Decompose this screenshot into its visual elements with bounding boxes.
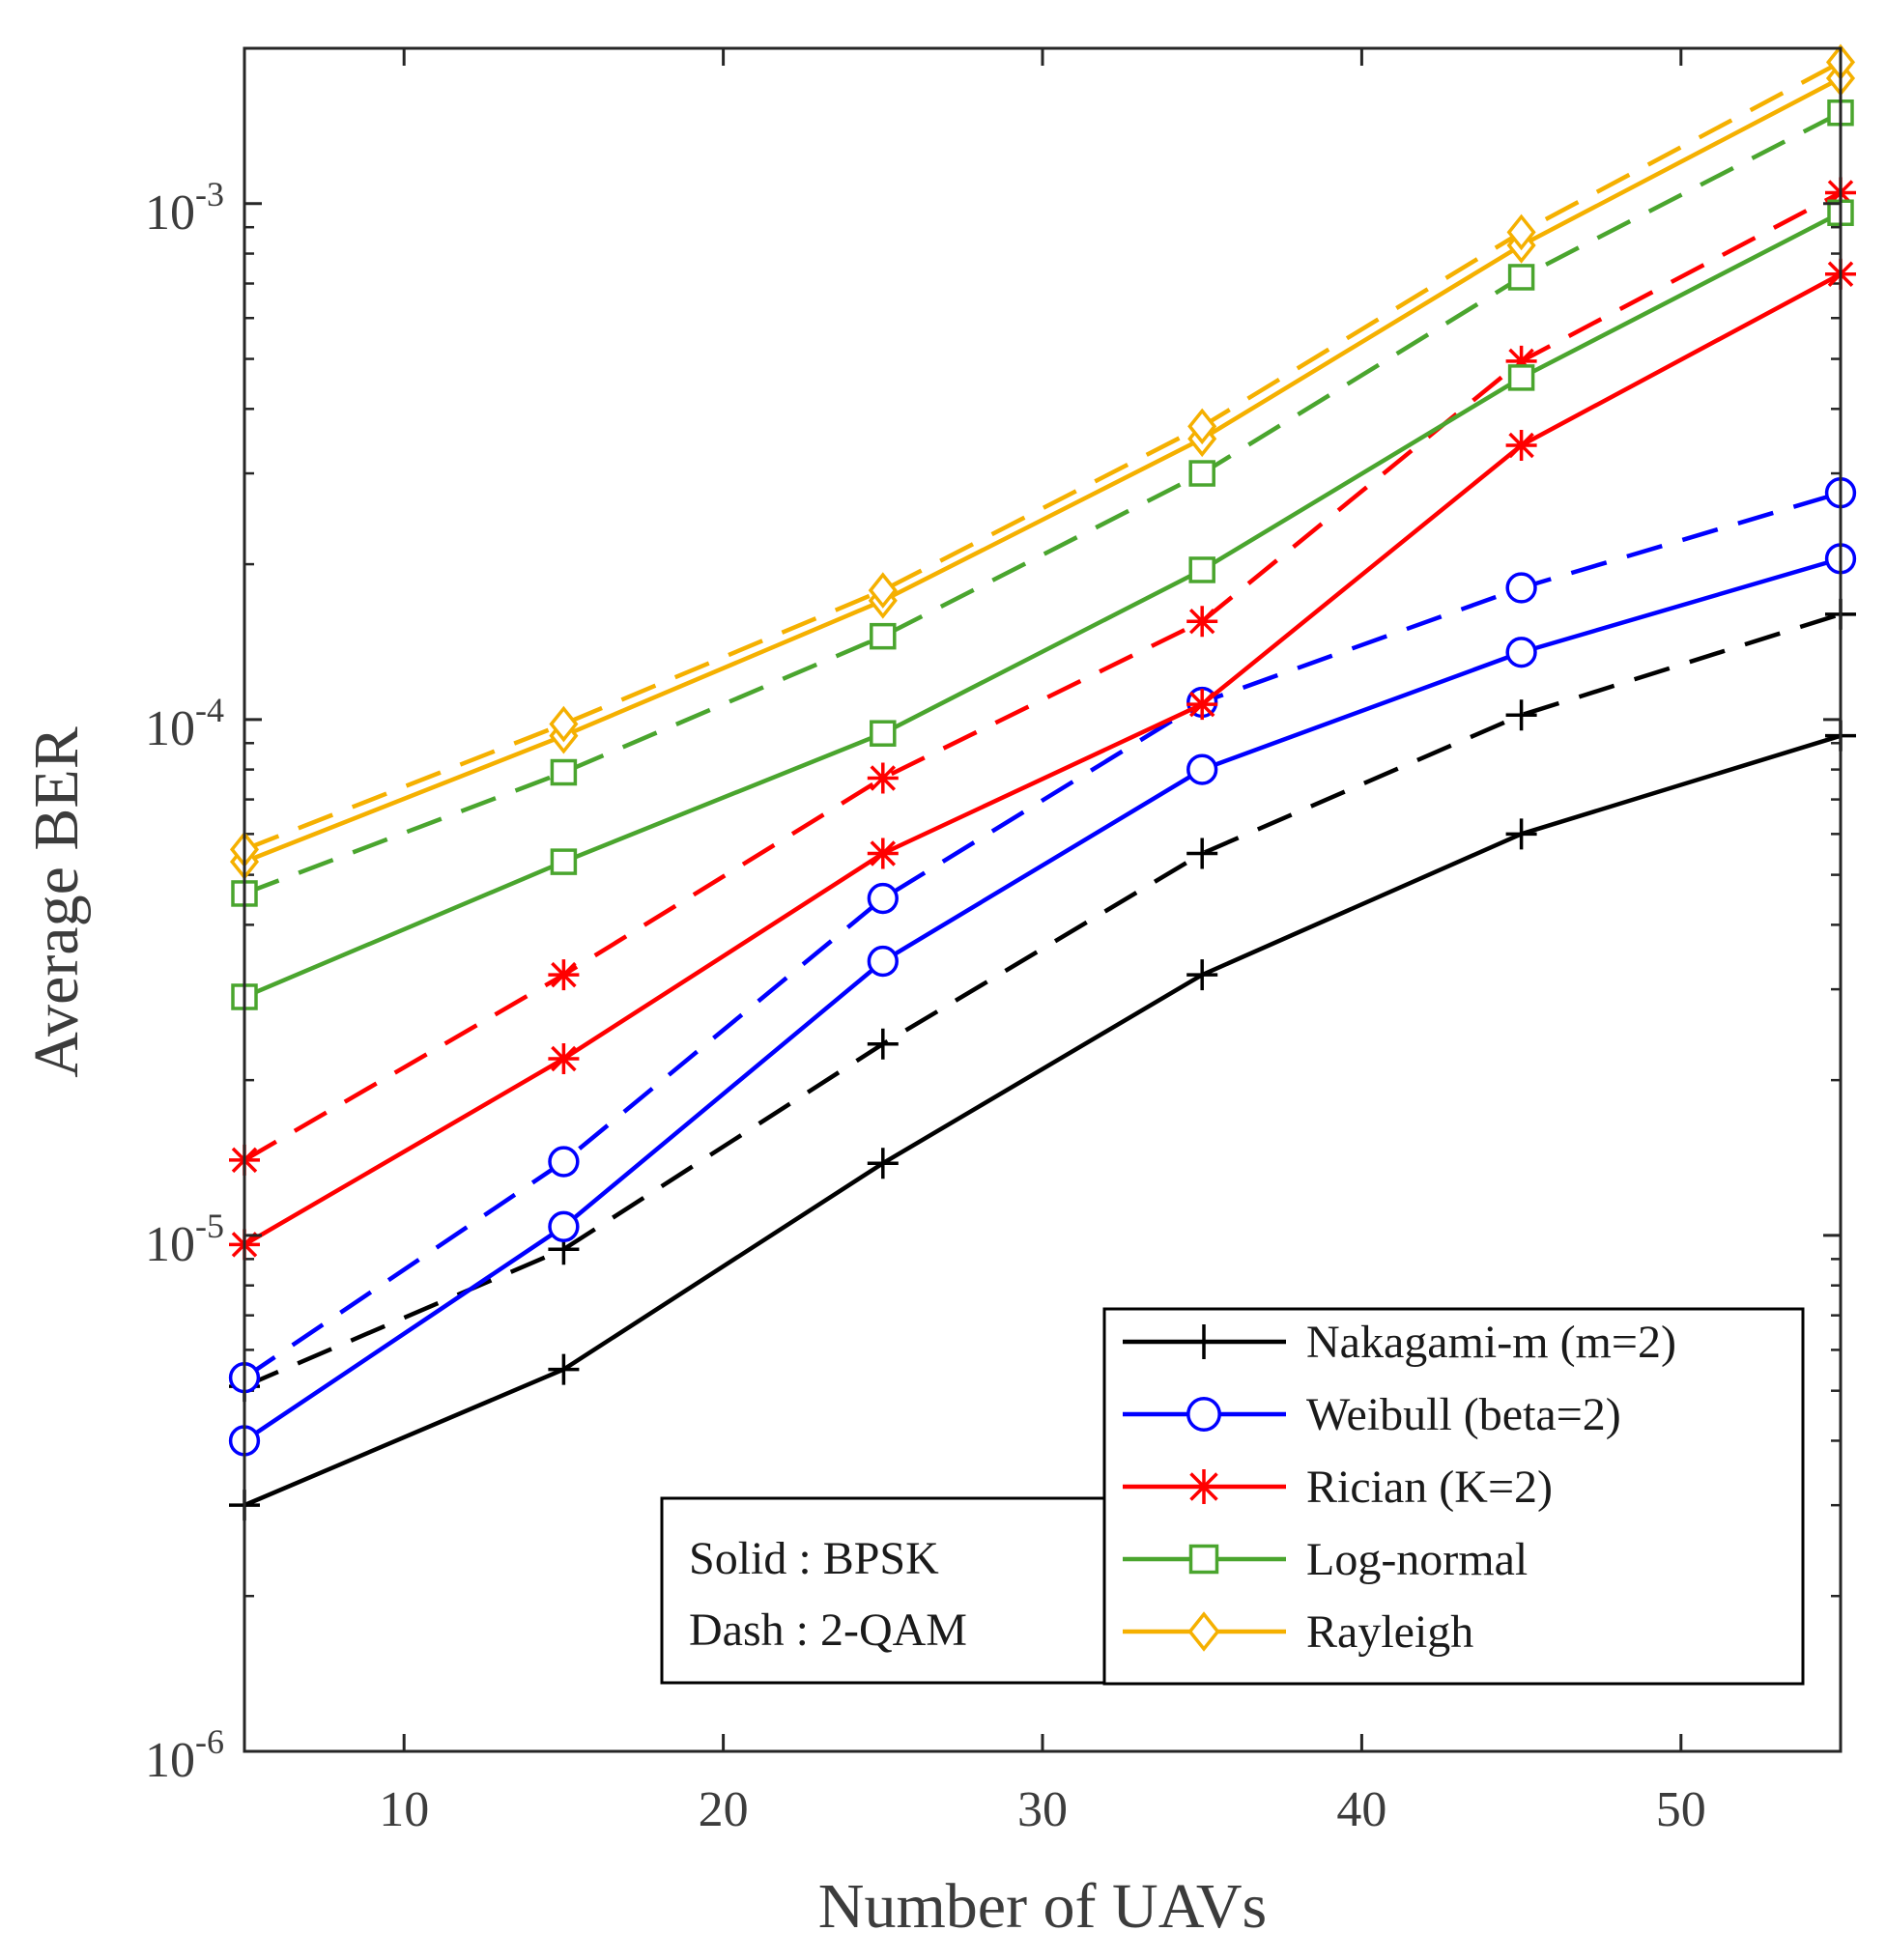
- data-point: [870, 720, 897, 747]
- series-line: [243, 60, 1843, 852]
- series-nakagami-m-m-2--bpsk: [229, 720, 1856, 1521]
- data-point: [1188, 556, 1215, 583]
- legend-label: Nakagami-m (m=2): [1306, 1317, 1676, 1368]
- series-line: [243, 190, 1843, 1162]
- data-point: [549, 705, 579, 743]
- series-line: [243, 556, 1842, 1443]
- data-point: [548, 959, 580, 991]
- y-axis-title: Average BER: [21, 726, 92, 1077]
- legend-entries: Nakagami-m (m=2) Weibull (beta=2) Rician (…: [1123, 1317, 1676, 1658]
- data-point: [1186, 838, 1218, 869]
- data-point: [867, 945, 899, 978]
- legend-marker: [1186, 1469, 1221, 1504]
- series-weibull-beta-2--2-qam: [228, 477, 1857, 1394]
- x-tick-label: 40: [1336, 1782, 1386, 1837]
- series-log-normal-2-qam: [231, 99, 1854, 907]
- y-tick-label-exponent: -6: [195, 1722, 224, 1761]
- y-tick-label-base: 10: [145, 1217, 195, 1272]
- series-rician-k-2--2-qam: [229, 177, 1856, 1176]
- series-log-normal-bpsk: [231, 199, 1854, 1010]
- series-line: [243, 110, 1843, 896]
- annotation-frame: [660, 1496, 1106, 1685]
- legend-marker: [1188, 1544, 1219, 1575]
- annotation-solid: Solid : BPSK: [689, 1533, 939, 1584]
- data-point: [870, 622, 897, 650]
- annotation-dash: Dash : 2-QAM: [689, 1605, 967, 1656]
- data-point: [548, 1353, 580, 1385]
- legend-label: Rayleigh: [1306, 1606, 1473, 1658]
- data-point: [550, 758, 578, 786]
- y-tick-label: 10-3: [145, 175, 224, 241]
- data-point: [868, 572, 898, 609]
- legend-item: Rayleigh: [1123, 1606, 1473, 1658]
- legend-label: Log-normal: [1306, 1534, 1528, 1585]
- x-tick-label: 10: [379, 1782, 429, 1837]
- legend: Nakagami-m (m=2) Weibull (beta=2) Rician (…: [1102, 1307, 1805, 1686]
- y-tick-label-exponent: -5: [195, 1207, 224, 1245]
- y-tick-label: 10-4: [145, 691, 224, 756]
- series-line: [243, 733, 1842, 1508]
- data-point: [1186, 606, 1218, 638]
- data-point: [1505, 429, 1537, 461]
- data-point: [867, 1028, 899, 1060]
- series-line: [243, 271, 1843, 1247]
- data-point: [1507, 364, 1535, 391]
- y-tick-label-base: 10: [145, 1733, 195, 1788]
- data-point: [1505, 699, 1537, 731]
- series-line: [243, 611, 1842, 1389]
- data-point: [1186, 959, 1218, 991]
- y-tick-label-base: 10: [145, 701, 195, 756]
- series-nakagami-m-m-2--2-qam: [229, 598, 1856, 1403]
- legend-frame: [1102, 1307, 1805, 1686]
- x-tick-label: 30: [1017, 1782, 1068, 1837]
- data-point: [1186, 689, 1218, 721]
- series-rayleigh-2-qam: [229, 43, 1856, 868]
- data-point: [548, 1210, 580, 1242]
- legend-label: Rician (K=2): [1306, 1462, 1553, 1513]
- data-point: [1186, 753, 1218, 785]
- y-tick-label: 10-6: [145, 1722, 224, 1788]
- data-point: [1505, 345, 1537, 377]
- legend-marker: [1186, 1324, 1221, 1359]
- legend-marker: [1186, 1397, 1221, 1432]
- legend-item: Log-normal: [1123, 1534, 1528, 1585]
- data-point: [867, 762, 899, 794]
- series-line: [243, 491, 1842, 1380]
- data-point: [1505, 572, 1537, 604]
- series-line: [243, 211, 1843, 1000]
- data-point: [1507, 264, 1535, 291]
- x-tick-label: 20: [699, 1782, 749, 1837]
- data-point: [548, 1146, 580, 1178]
- legend-label: Weibull (beta=2): [1306, 1389, 1621, 1440]
- series-layer: [228, 43, 1857, 1521]
- legend-item: Nakagami-m (m=2): [1123, 1317, 1676, 1368]
- legend-item: Rician (K=2): [1123, 1462, 1553, 1513]
- y-tick-label-base: 10: [145, 185, 195, 241]
- data-point: [1187, 408, 1217, 445]
- x-axis-title: Number of UAVs: [818, 1871, 1267, 1942]
- y-tick-label-exponent: -3: [195, 175, 224, 213]
- legend-marker: [1187, 1611, 1220, 1652]
- data-point: [867, 882, 899, 915]
- legend-item: Weibull (beta=2): [1123, 1389, 1621, 1440]
- data-point: [1506, 213, 1536, 251]
- series-line: [243, 75, 1843, 865]
- data-point: [1505, 637, 1537, 668]
- minor-tick-layer: [244, 46, 1841, 1598]
- y-tick-label: 10-5: [145, 1207, 224, 1272]
- data-point: [1188, 460, 1215, 487]
- data-point: [548, 1043, 580, 1075]
- x-tick-label: 50: [1656, 1782, 1706, 1837]
- y-tick-label-exponent: -4: [195, 691, 224, 729]
- data-point: [867, 1148, 899, 1179]
- annotation-box: Solid : BPSK Dash : 2-QAM: [660, 1496, 1106, 1685]
- data-point: [1505, 818, 1537, 850]
- data-point: [867, 838, 899, 869]
- data-point: [550, 848, 578, 875]
